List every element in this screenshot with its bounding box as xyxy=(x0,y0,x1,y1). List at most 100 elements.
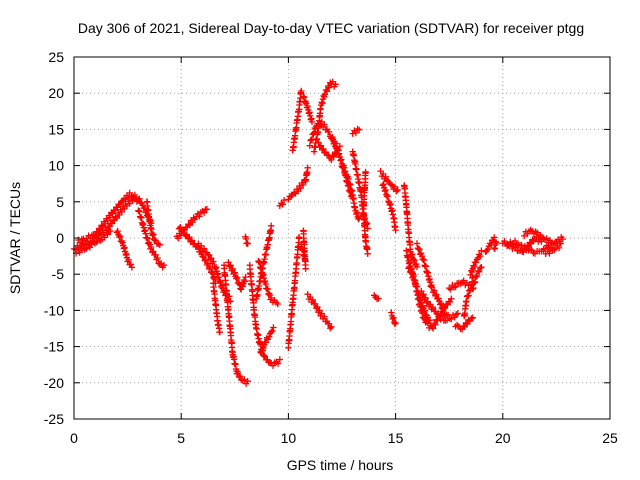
y-tick-label: 25 xyxy=(48,49,64,65)
data-point xyxy=(418,252,426,260)
data-point xyxy=(468,315,475,322)
data-point xyxy=(229,265,236,272)
data-point xyxy=(436,301,444,308)
data-point xyxy=(304,164,311,171)
data-point xyxy=(258,347,266,355)
data-point xyxy=(314,303,321,311)
data-point xyxy=(422,294,429,301)
data-point xyxy=(101,234,108,241)
data-point xyxy=(454,310,461,317)
data-point xyxy=(268,222,275,229)
data-point xyxy=(126,200,133,207)
data-point xyxy=(231,269,238,276)
data-point xyxy=(352,129,360,137)
data-point xyxy=(416,246,423,253)
data-point xyxy=(353,165,360,173)
data-point xyxy=(380,181,387,188)
data-point xyxy=(413,263,421,271)
data-point xyxy=(484,246,491,253)
data-point xyxy=(227,298,234,305)
data-point xyxy=(331,139,338,146)
data-point xyxy=(98,222,105,229)
data-point xyxy=(217,279,224,286)
axis-ticks xyxy=(73,56,611,420)
data-point xyxy=(355,215,362,223)
data-point xyxy=(203,206,211,213)
data-point xyxy=(152,237,159,244)
data-point xyxy=(384,192,391,200)
data-point xyxy=(116,233,124,240)
data-point xyxy=(268,294,275,302)
x-tick-label: 10 xyxy=(281,430,297,446)
data-point xyxy=(310,129,318,136)
data-point xyxy=(316,307,323,314)
data-point xyxy=(470,262,477,269)
data-point xyxy=(265,290,272,298)
data-point xyxy=(125,256,132,264)
data-point xyxy=(323,88,331,95)
data-point xyxy=(394,186,401,194)
data-point xyxy=(227,262,234,269)
data-point xyxy=(150,231,157,238)
data-point xyxy=(274,360,282,367)
data-point xyxy=(104,231,111,238)
data-point xyxy=(435,295,442,302)
data-point xyxy=(420,314,427,321)
data-point xyxy=(222,281,230,289)
data-point xyxy=(308,136,316,143)
data-point xyxy=(521,232,528,240)
data-point xyxy=(340,164,347,172)
data-point xyxy=(335,150,343,157)
data-point xyxy=(407,269,415,276)
data-point xyxy=(409,251,416,258)
data-point xyxy=(356,214,363,222)
x-tick-labels: 0 5 10 15 20 25 xyxy=(70,430,618,446)
data-point xyxy=(433,291,440,298)
data-point xyxy=(206,256,214,263)
data-point xyxy=(127,261,134,268)
data-point xyxy=(280,196,288,204)
data-point xyxy=(406,263,413,271)
data-point xyxy=(269,327,276,335)
data-point xyxy=(144,235,151,242)
data-point xyxy=(83,245,90,252)
data-point xyxy=(226,263,233,270)
data-point xyxy=(274,300,281,308)
data-point xyxy=(300,94,308,101)
data-point xyxy=(428,323,436,331)
data-point xyxy=(334,147,341,154)
x-tick-label: 0 xyxy=(70,430,78,446)
data-point xyxy=(423,299,430,307)
data-point xyxy=(415,296,422,303)
data-point xyxy=(382,173,389,180)
y-tick-label: 0 xyxy=(56,230,64,246)
data-point xyxy=(179,227,187,234)
data-point xyxy=(328,323,335,330)
data-point xyxy=(114,227,121,235)
data-point xyxy=(119,239,126,246)
y-tick-label: -5 xyxy=(52,266,65,282)
data-point xyxy=(420,291,427,298)
x-tick-label: 5 xyxy=(177,430,185,446)
data-point xyxy=(429,304,437,311)
y-tick-label: 10 xyxy=(48,158,64,174)
data-point xyxy=(391,183,399,190)
data-point xyxy=(211,276,218,283)
data-point xyxy=(270,324,277,331)
data-point xyxy=(150,236,158,243)
data-point xyxy=(239,283,246,290)
data-point xyxy=(327,325,334,332)
data-point xyxy=(266,291,273,299)
data-point xyxy=(242,273,249,281)
data-point xyxy=(143,234,151,241)
data-point xyxy=(216,328,223,336)
data-point xyxy=(434,317,441,324)
data-point xyxy=(382,186,389,194)
data-point xyxy=(356,126,363,134)
x-tick-label: 15 xyxy=(388,430,404,446)
data-point xyxy=(128,264,136,271)
data-point xyxy=(477,252,484,260)
data-point xyxy=(413,260,420,268)
data-point xyxy=(112,213,119,220)
